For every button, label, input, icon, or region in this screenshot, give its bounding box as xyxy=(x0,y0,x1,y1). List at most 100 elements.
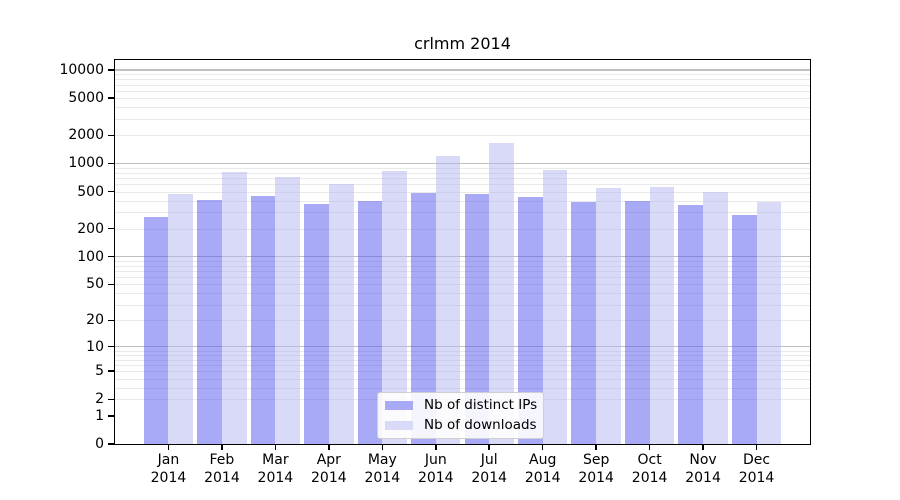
y-tick-mark xyxy=(108,69,115,71)
x-tick-mark xyxy=(595,445,597,450)
gridline-minor xyxy=(115,260,810,262)
bar-downloads-mar xyxy=(275,177,301,444)
gridline-minor xyxy=(115,265,810,267)
distinct-ips-swatch xyxy=(385,401,413,410)
gridline-major xyxy=(115,345,810,348)
bar-downloads-feb xyxy=(221,171,247,444)
x-tick-year: 2014 xyxy=(685,469,721,486)
gridline-minor xyxy=(115,107,810,109)
x-tick-year: 2014 xyxy=(524,469,561,486)
y-tick-mark xyxy=(108,345,115,348)
gridline-minor xyxy=(115,387,810,389)
gridline-minor xyxy=(115,90,810,92)
gridline-minor xyxy=(115,270,810,272)
y-tick-mark xyxy=(108,415,115,417)
y-tick-mark xyxy=(108,227,115,230)
x-tick-year: 2014 xyxy=(578,469,614,486)
gridline-minor xyxy=(115,378,810,380)
y-tick-label: 500 xyxy=(77,183,104,200)
y-tick-label: 20 xyxy=(86,312,104,329)
gridline-minor xyxy=(115,118,810,120)
bar-downloads-sep xyxy=(596,188,621,444)
x-tick-mark xyxy=(435,445,437,450)
y-tick-mark xyxy=(108,255,115,258)
gridline-minor xyxy=(115,191,810,193)
y-tick-mark xyxy=(108,134,115,137)
legend-item-distinct-ips: Nb of distinct IPs xyxy=(385,397,538,413)
x-tick-label-apr: Apr 2014 xyxy=(287,452,371,487)
y-tick-label: 50 xyxy=(86,276,104,293)
y-tick-label: 0 xyxy=(95,436,104,452)
x-tick-mark xyxy=(274,445,277,450)
x-tick-label-jun: Jun 2014 xyxy=(394,452,478,487)
x-tick-month: May xyxy=(367,452,397,468)
plot-area xyxy=(114,59,811,445)
x-tick-month: Apr xyxy=(316,452,341,468)
x-tick-label-feb: Feb 2014 xyxy=(180,452,264,487)
gridline-minor xyxy=(115,304,810,306)
x-tick-year: 2014 xyxy=(738,469,775,486)
gridline-minor xyxy=(115,172,810,174)
gridline-minor xyxy=(115,350,810,352)
y-tick-label: 2000 xyxy=(68,127,104,144)
gridline-minor xyxy=(115,177,810,179)
x-tick-month: Aug xyxy=(529,452,557,468)
x-tick-month: Jun xyxy=(424,452,447,468)
gridline-minor xyxy=(115,200,810,202)
gridline-minor xyxy=(115,293,810,295)
x-tick-label-oct: Oct 2014 xyxy=(608,452,692,487)
y-tick-label: 200 xyxy=(77,220,104,237)
gridline-minor xyxy=(115,212,810,214)
gridline-minor xyxy=(115,354,810,356)
bar-downloads-dec xyxy=(756,201,782,444)
x-tick-mark xyxy=(702,445,704,450)
gridline-minor xyxy=(115,371,810,373)
y-tick-label: 100 xyxy=(77,248,104,265)
x-tick-year: 2014 xyxy=(471,469,508,486)
y-tick-mark xyxy=(108,443,115,445)
x-tick-mark xyxy=(755,445,758,450)
x-tick-mark xyxy=(648,445,651,450)
gridline-major xyxy=(115,69,810,71)
x-tick-year: 2014 xyxy=(631,469,668,486)
x-tick-month: Nov xyxy=(689,452,717,468)
x-tick-label-dec: Dec 2014 xyxy=(715,452,799,487)
x-tick-month: Jul xyxy=(480,452,498,468)
x-tick-label-jul: Jul 2014 xyxy=(447,452,531,487)
x-tick-year: 2014 xyxy=(150,469,187,486)
y-tick-label: 1000 xyxy=(68,155,104,172)
gridline-major xyxy=(115,162,810,165)
x-tick-label-sep: Sep 2014 xyxy=(554,452,638,487)
y-tick-mark xyxy=(108,398,115,401)
x-tick-mark xyxy=(541,445,544,450)
y-tick-mark xyxy=(108,190,115,193)
bar-ips-oct xyxy=(624,200,650,444)
y-tick-mark xyxy=(108,97,115,99)
gridline-minor xyxy=(115,277,810,279)
x-tick-mark xyxy=(328,445,330,450)
y-tick-mark xyxy=(108,283,115,286)
x-tick-year: 2014 xyxy=(257,469,294,486)
gridline-minor xyxy=(115,98,810,100)
bar-downloads-oct xyxy=(649,186,675,444)
gridline-minor xyxy=(115,364,810,366)
x-tick-mark xyxy=(381,445,384,450)
bar-ips-jan xyxy=(143,216,169,444)
bar-ips-dec xyxy=(731,215,757,444)
y-tick-label: 10000 xyxy=(59,62,104,79)
gridline-minor xyxy=(115,135,810,137)
bar-ips-nov xyxy=(678,204,704,444)
y-tick-mark xyxy=(108,162,115,165)
x-tick-month: Jan xyxy=(157,452,180,468)
x-tick-year: 2014 xyxy=(204,469,240,486)
x-tick-label-may: May 2014 xyxy=(340,452,424,487)
x-tick-year: 2014 xyxy=(417,469,454,486)
x-tick-mark xyxy=(167,445,170,450)
bar-downloads-aug xyxy=(542,170,568,444)
y-tick-mark xyxy=(108,319,115,322)
gridline-minor xyxy=(115,74,810,76)
x-tick-label-nov: Nov 2014 xyxy=(661,452,745,487)
y-tick-label: 5 xyxy=(95,363,104,380)
legend-label-distinct-ips: Nb of distinct IPs xyxy=(424,397,538,413)
x-tick-mark xyxy=(488,445,490,450)
